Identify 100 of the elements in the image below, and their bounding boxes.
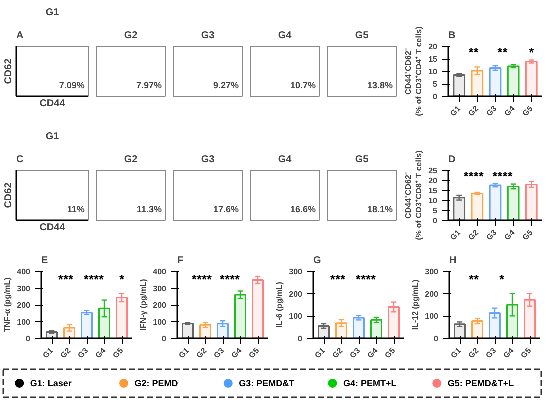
x-tick-label: G3 (484, 346, 499, 360)
y-tick-label: 200 (153, 301, 168, 310)
y-tick-label: 15 (428, 186, 438, 196)
x-tick-label: G2 (466, 346, 482, 360)
bar (370, 319, 382, 338)
x-tick-label: G4 (502, 228, 518, 242)
bar (453, 197, 466, 220)
x-tick-label: G4 (502, 346, 516, 360)
bar (472, 320, 484, 338)
annotation: *** (58, 272, 75, 288)
bar (353, 317, 365, 338)
y-tick-label: 100 (425, 312, 440, 322)
x-tick-label: G3 (348, 346, 363, 360)
bar (318, 325, 330, 338)
text: 9.27% (214, 80, 240, 90)
category-label: G1: Laser (30, 378, 72, 388)
bar (471, 70, 484, 96)
x-tick-label: G1 (41, 346, 56, 360)
annotation: ** (498, 45, 509, 60)
bar (453, 74, 466, 96)
y-tick-label: 10 (428, 196, 438, 206)
bar (81, 312, 93, 338)
bar (489, 312, 501, 338)
y-tick-label: 20 (428, 176, 438, 186)
text: G4 (278, 30, 292, 42)
y-tick-label: 0 (433, 216, 438, 226)
y-axis-title: IFN-γ (pg/mL) (139, 278, 148, 331)
bar (64, 327, 76, 338)
y-tick-label: 100 (153, 318, 168, 327)
y-axis-title: IL-12 (pg/mL) (411, 280, 420, 330)
text: G4 (278, 154, 292, 166)
bar (489, 184, 502, 220)
annotation: * (119, 272, 126, 288)
annotation: ** (468, 45, 480, 60)
chart-title: E (42, 256, 48, 266)
x-tick-label: G3 (484, 104, 500, 118)
text: C (16, 154, 24, 166)
bar (507, 186, 520, 220)
annotation: * (529, 45, 536, 60)
y-tick-label: 0 (434, 334, 440, 344)
x-tick-label: G5 (520, 228, 536, 242)
x-tick-label: G4 (230, 346, 244, 360)
x-tick-label: G5 (247, 346, 262, 360)
text: 11.3% (137, 204, 162, 214)
text: G2 (124, 154, 138, 166)
y-tick-label: 300 (153, 284, 168, 294)
bar (182, 323, 194, 338)
text: CD44 (40, 222, 66, 234)
text: G5 (355, 30, 370, 42)
bar (252, 279, 264, 338)
bar (217, 323, 229, 338)
y-tick-label: 200 (425, 290, 440, 299)
x-tick-label: G2 (466, 104, 481, 118)
y-tick-label: 0 (26, 334, 32, 344)
y-tick-label: 10 (428, 68, 438, 76)
x-tick-label: G1 (449, 346, 464, 360)
y-tick-label: 200 (17, 301, 32, 310)
text: CD62 (4, 182, 14, 208)
x-tick-label: G2 (194, 346, 210, 360)
y-axis-title: IL-6 (pg/mL) (275, 282, 284, 328)
bar (200, 324, 212, 338)
text: CD62 (4, 58, 14, 84)
bar (507, 66, 520, 96)
category-label: G2: PEMD (134, 378, 179, 388)
category-label: G4: PEMT+L (344, 378, 398, 388)
y-tick-label: 5 (433, 206, 438, 216)
x-tick-label: G5 (111, 346, 126, 360)
annotation: **** (464, 169, 485, 184)
chart-title: B (448, 30, 456, 42)
y-tick-label: 0 (162, 334, 168, 344)
text: G3 (201, 30, 216, 42)
text: 11% (67, 204, 85, 214)
bar (98, 308, 110, 338)
x-tick-label: G1 (448, 228, 463, 242)
y-tick-label: 100 (289, 312, 304, 322)
text: A (16, 30, 24, 42)
x-tick-label: G3 (484, 228, 500, 242)
y-tick-label: 0 (433, 92, 438, 102)
text: 7.09% (59, 80, 85, 90)
bar (454, 324, 466, 338)
x-tick-label: G3 (76, 346, 91, 360)
bar (234, 294, 246, 338)
bar (506, 304, 518, 338)
text: G1 (46, 132, 60, 142)
x-tick-label: G4 (366, 346, 380, 360)
x-tick-label: G4 (94, 346, 108, 360)
bar (471, 192, 484, 220)
annotation: * (499, 272, 506, 288)
x-tick-label: G1 (448, 104, 463, 118)
y-axis-title: CD44⁺CD62⁻ (% of CD3⁺CD4⁺ T cells) (404, 26, 424, 116)
text: G2 (124, 30, 138, 42)
text: CD44 (40, 98, 66, 110)
annotation: **** (192, 272, 214, 288)
x-tick-label: G2 (330, 346, 346, 360)
chart-title: G (314, 256, 322, 266)
category-label: G3: PEMD&T (239, 378, 296, 388)
text: 10.7% (290, 80, 316, 90)
x-tick-label: G1 (177, 346, 192, 360)
x-tick-label: G4 (502, 104, 518, 118)
y-tick-label: 200 (289, 290, 304, 299)
